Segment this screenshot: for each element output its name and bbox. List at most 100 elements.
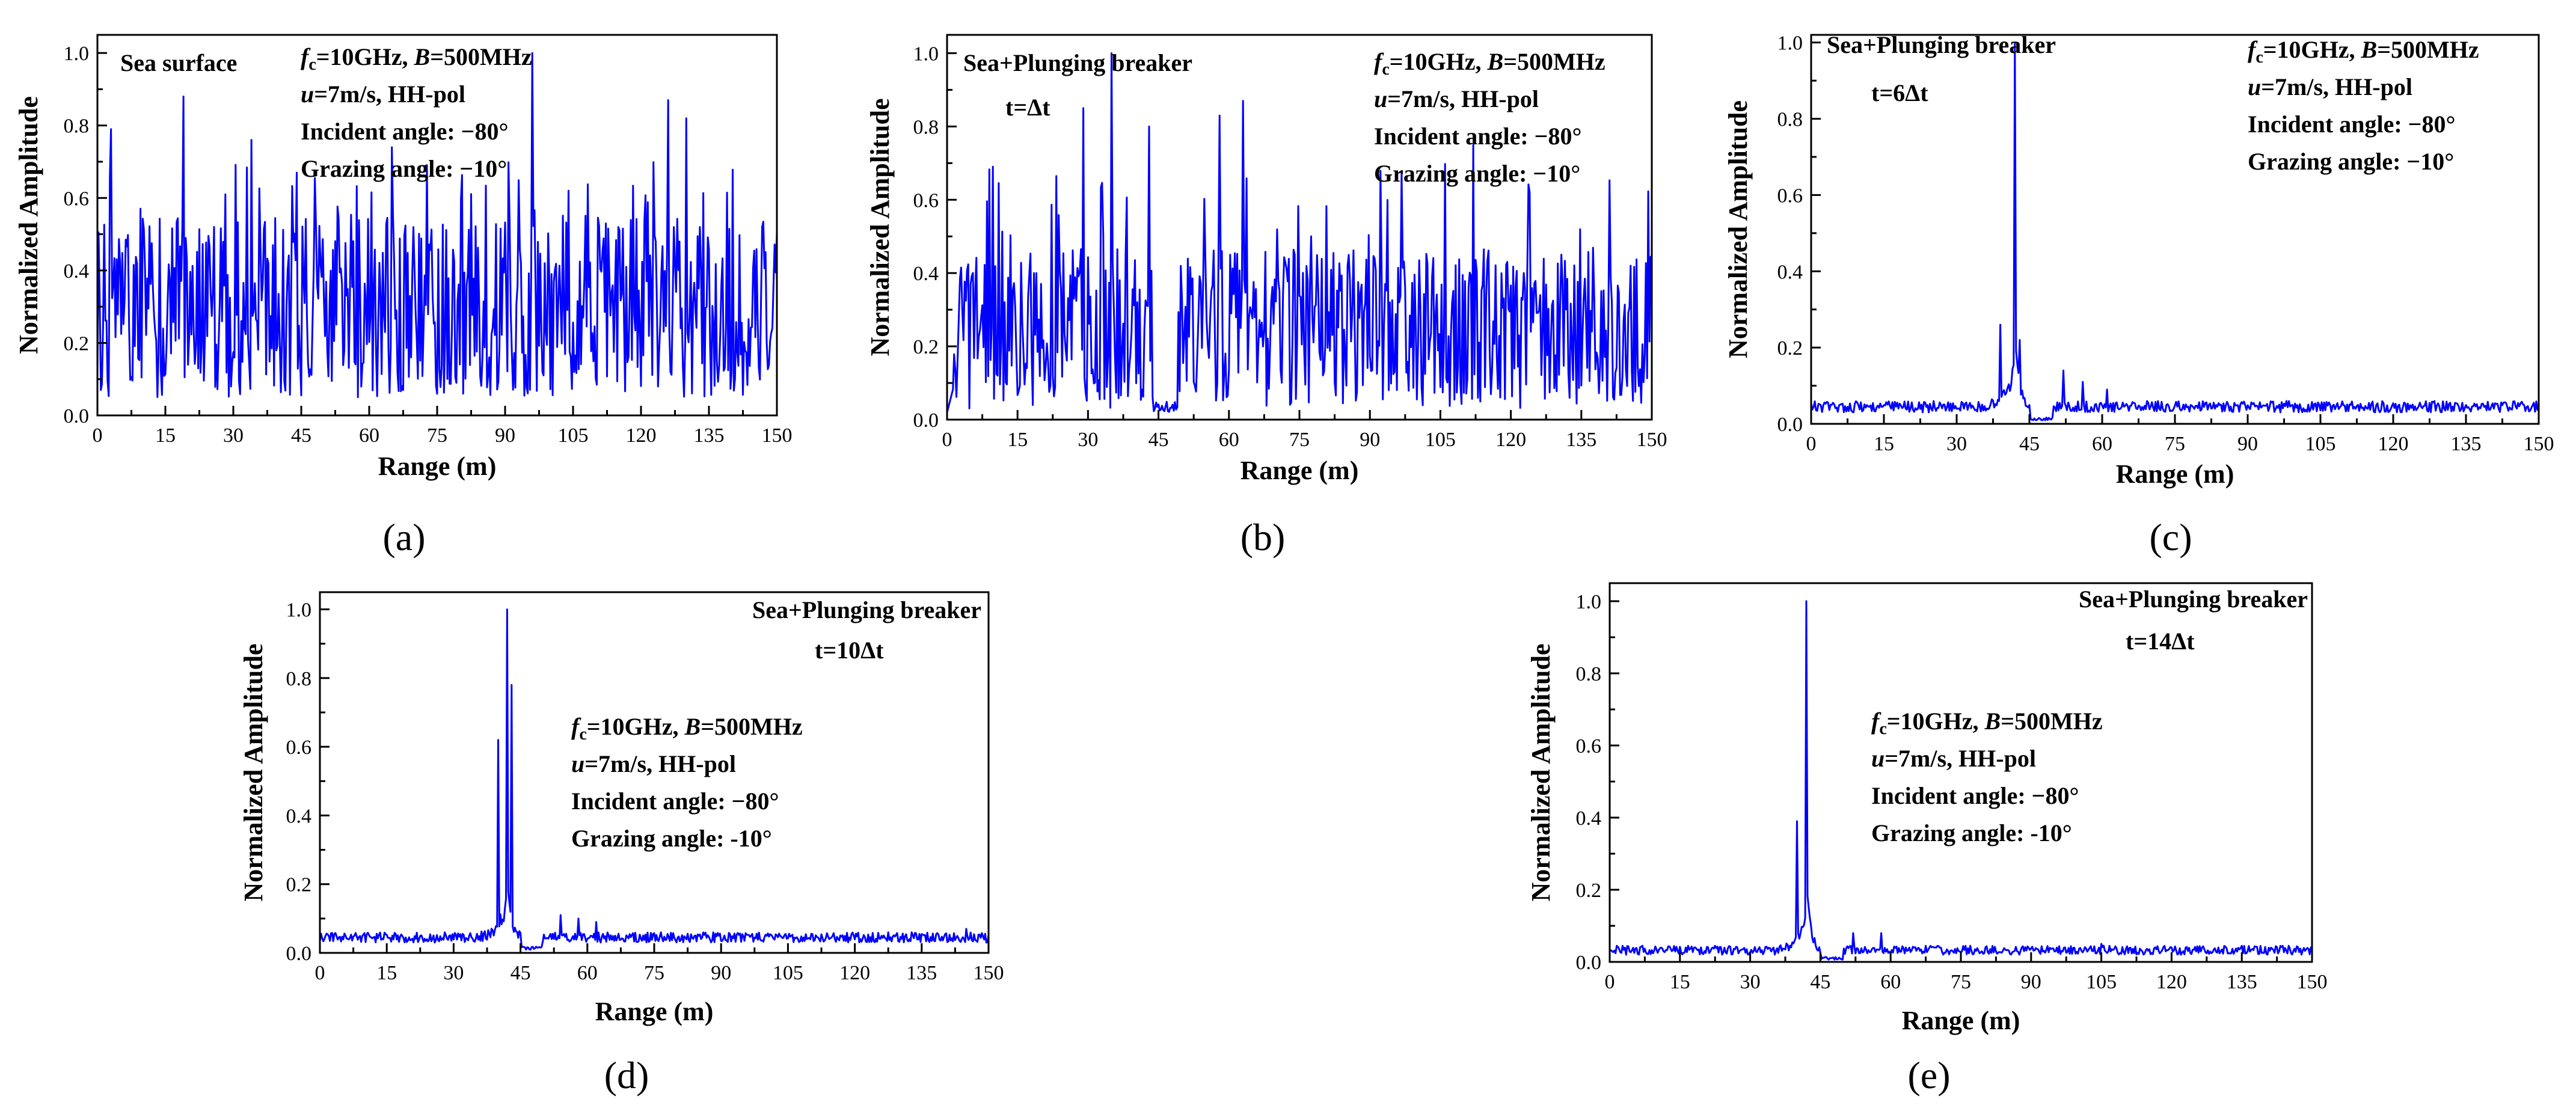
- annotation-frequency: fc=10GHz, B=500MHz: [2248, 36, 2479, 67]
- y-tick-label: 0.8: [1576, 663, 1602, 685]
- y-tick-label: 0.6: [1777, 185, 1803, 207]
- param-fc-subscript: c: [1382, 60, 1389, 79]
- x-tick-label: 135: [2451, 433, 2482, 455]
- x-tick-label: 90: [711, 962, 731, 984]
- y-axis-title: Normalized Amplitude: [1723, 100, 1753, 358]
- param-bandwidth-symbol: B: [2361, 36, 2378, 63]
- x-tick-label: 120: [626, 424, 657, 447]
- panel-label: (e): [1907, 1054, 1950, 1097]
- param-bandwidth-symbol: B: [1984, 708, 2001, 735]
- x-tick-label: 105: [1425, 429, 1456, 451]
- param-bandwidth-value: =500MHz: [2001, 708, 2102, 735]
- y-tick-label: 1.0: [286, 599, 312, 622]
- y-tick-label: 0.2: [64, 332, 90, 355]
- param-fc-subscript: c: [308, 55, 316, 74]
- x-tick-label: 30: [1078, 429, 1098, 451]
- annotation-time: t=10Δt: [815, 637, 884, 664]
- y-tick-label: 0.0: [64, 405, 90, 427]
- y-tick-label: 0.2: [913, 336, 939, 358]
- x-tick-label: 15: [376, 962, 397, 984]
- series-line: [1609, 600, 2313, 961]
- param-bandwidth-value: =500MHz: [1503, 48, 1605, 75]
- y-tick-label: 0.4: [64, 260, 90, 283]
- panel-label: (c): [2149, 516, 2192, 559]
- y-tick-label: 0.4: [1777, 261, 1803, 283]
- param-fc-symbol: f: [1871, 708, 1881, 735]
- x-tick-label: 150: [2524, 433, 2554, 455]
- x-tick-label: 150: [762, 424, 793, 447]
- x-tick-label: 120: [839, 962, 870, 984]
- x-tick-label: 135: [694, 424, 725, 447]
- annotation-incident: Incident angle: −80°: [1374, 123, 1581, 150]
- annotation-title: Sea+Plunging breaker: [752, 596, 981, 623]
- x-tick-label: 45: [1148, 429, 1169, 451]
- param-bandwidth-value: =500MHz: [2377, 36, 2479, 63]
- x-tick-label: 105: [558, 424, 589, 447]
- annotation-wind: u=7m/s, HH-pol: [571, 750, 736, 777]
- x-tick-label: 15: [1670, 971, 1690, 993]
- y-tick-label: 0.6: [1576, 735, 1602, 758]
- x-tick-label: 15: [155, 424, 176, 447]
- y-tick-label: 0.2: [1777, 337, 1803, 360]
- x-tick-label: 75: [644, 962, 664, 984]
- y-tick-label: 0.6: [286, 736, 312, 759]
- x-axis-title: Range (m): [1240, 456, 1359, 485]
- panel-label: (b): [1240, 516, 1286, 559]
- param-fc-subscript: c: [1879, 720, 1886, 738]
- panel-label: (a): [382, 516, 425, 559]
- x-tick-label: 0: [315, 962, 325, 984]
- panel-e: 0 15 30 45 60 75 90 105 120 135 150 0.0 0.2 0.4 0.6 0.8…: [1526, 582, 2328, 1097]
- annotation-title: Sea+Plunging breaker: [2079, 586, 2308, 613]
- x-tick-label: 45: [1810, 971, 1830, 993]
- annotation-title: Sea+Plunging breaker: [1827, 31, 2056, 58]
- param-bandwidth-value: =500MHz: [701, 713, 802, 740]
- x-tick-label: 0: [942, 429, 952, 451]
- param-wind-value: =7m/s, HH-pol: [1884, 745, 2036, 772]
- annotation-wind: u=7m/s, HH-pol: [1374, 85, 1539, 112]
- x-tick-label: 30: [1740, 971, 1761, 993]
- annotation-wind: u=7m/s, HH-pol: [301, 81, 465, 108]
- y-tick-label: 0.6: [64, 188, 90, 210]
- y-axis-title: Normalized Amplitude: [865, 99, 895, 357]
- panel-d: 0 15 30 45 60 75 90 105 120 135 150 0.0 0.2 0.4 0.6 0.8…: [239, 591, 1004, 1097]
- annotation-wind: u=7m/s, HH-pol: [1871, 745, 2036, 772]
- annotation-time: t=14Δt: [2126, 628, 2195, 655]
- y-tick-label: 0.4: [1576, 807, 1602, 830]
- x-axis-title: Range (m): [2116, 459, 2234, 489]
- x-tick-label: 45: [2019, 433, 2040, 455]
- param-wind-symbol: u: [301, 81, 314, 108]
- x-tick-label: 45: [291, 424, 311, 447]
- param-bandwidth-symbol: B: [684, 713, 701, 740]
- param-wind-symbol: u: [571, 750, 584, 777]
- param-wind-symbol: u: [1871, 745, 1884, 772]
- param-fc-value: =10GHz,: [1390, 48, 1488, 75]
- annotation-title: Sea+Plunging breaker: [963, 49, 1192, 76]
- x-tick-label: 0: [1605, 971, 1615, 993]
- y-tick-label: 1.0: [1777, 32, 1803, 55]
- x-tick-label: 90: [2237, 433, 2258, 455]
- x-tick-label: 0: [93, 424, 103, 447]
- x-tick-label: 30: [443, 962, 464, 984]
- x-tick-label: 105: [2086, 971, 2117, 993]
- annotation-frequency: fc=10GHz, B=500MHz: [1871, 708, 2103, 738]
- plot-frame: [1608, 582, 2313, 963]
- series-line: [946, 52, 1653, 413]
- annotation-frequency: fc=10GHz, B=500MHz: [301, 43, 532, 74]
- annotation-time: t=Δt: [1005, 94, 1050, 121]
- y-tick-label: 0.0: [1777, 414, 1803, 436]
- x-tick-label: 75: [427, 424, 447, 447]
- x-tick-label: 150: [1637, 429, 1667, 451]
- x-tick-label: 90: [495, 424, 515, 447]
- series-line: [96, 52, 778, 399]
- annotation-incident: Incident angle: −80°: [2248, 111, 2455, 138]
- param-wind-symbol: u: [2248, 73, 2261, 100]
- param-bandwidth-symbol: B: [1487, 48, 1504, 75]
- param-fc-symbol: f: [2248, 36, 2258, 63]
- y-tick-label: 0.2: [286, 874, 312, 896]
- x-axis-title: Range (m): [378, 451, 497, 481]
- x-tick-label: 135: [906, 962, 937, 984]
- y-tick-label: 0.4: [286, 805, 312, 827]
- x-tick-label: 15: [1007, 429, 1028, 451]
- y-tick-label: 0.8: [913, 116, 939, 138]
